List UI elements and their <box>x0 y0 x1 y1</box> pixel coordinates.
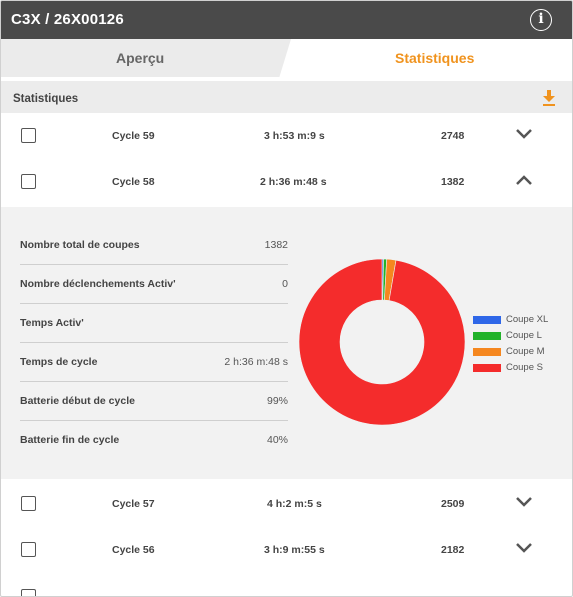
tab-bar: Aperçu Statistiques <box>1 39 572 77</box>
tab-apercu[interactable]: Aperçu <box>116 50 165 66</box>
page-title: C3X / 26X00126 <box>11 11 124 28</box>
cycle-name: Cycle 59 <box>112 130 155 142</box>
stat-row-temps-cycle: Temps de cycle 2 h:36 m:48 s <box>20 343 288 382</box>
cycle-count: 1382 <box>441 176 465 188</box>
title-bar: C3X / 26X00126 i <box>1 1 572 39</box>
donut-chart <box>299 259 465 425</box>
cycle-checkbox[interactable] <box>21 589 36 596</box>
chevron-up-icon[interactable] <box>515 173 533 187</box>
cycle-duration: 3 h:9 m:55 s <box>264 544 325 556</box>
stat-label: Batterie fin de cycle <box>20 434 120 446</box>
stat-value: 40% <box>266 434 288 446</box>
tab-statistiques[interactable]: Statistiques <box>395 50 475 66</box>
cycle-row[interactable]: Cycle 57 4 h:2 m:5 s 2509 <box>1 481 572 527</box>
legend-swatch <box>473 348 501 356</box>
legend-label: Coupe XL <box>506 314 549 325</box>
stat-label: Nombre déclenchements Activ' <box>20 278 176 290</box>
cycle-duration: 2 h:36 m:48 s <box>260 176 327 188</box>
cycle-duration: 3 h:53 m:9 s <box>264 130 325 142</box>
legend-swatch <box>473 364 501 372</box>
stat-value: 1382 <box>264 239 288 251</box>
cycle-detail-panel <box>1 207 572 479</box>
section-header: Statistiques <box>1 81 572 117</box>
stat-row-temps-activ: Temps Activ' <box>20 304 288 343</box>
stat-row-total-coupes: Nombre total de coupes 1382 <box>20 226 288 265</box>
stat-value: 0 <box>282 278 288 290</box>
stat-row-declenchements: Nombre déclenchements Activ' 0 <box>20 265 288 304</box>
legend-label: Coupe L <box>506 330 542 341</box>
legend-swatch <box>473 316 501 324</box>
donut-slice-coupe-s <box>299 259 465 425</box>
legend-label: Coupe S <box>506 362 543 373</box>
cycle-count: 2748 <box>441 130 465 142</box>
stat-label: Temps Activ' <box>20 317 84 329</box>
cycle-row[interactable]: Cycle 58 2 h:36 m:48 s 1382 <box>1 159 572 205</box>
legend-label: Coupe M <box>506 346 545 357</box>
stat-row-batterie-debut: Batterie début de cycle 99% <box>20 382 288 421</box>
stat-label: Temps de cycle <box>20 356 98 368</box>
cycle-checkbox[interactable] <box>21 496 36 511</box>
chevron-down-icon[interactable] <box>515 541 533 555</box>
cycle-name: Cycle 57 <box>112 498 155 510</box>
stat-value: 99% <box>266 395 288 407</box>
cycle-checkbox[interactable] <box>21 542 36 557</box>
download-icon[interactable] <box>542 90 556 106</box>
section-title: Statistiques <box>13 93 79 105</box>
cycle-checkbox[interactable] <box>21 174 36 189</box>
cycle-checkbox[interactable] <box>21 128 36 143</box>
stat-value: 2 h:36 m:48 s <box>224 356 288 368</box>
cycle-count: 2509 <box>441 498 465 510</box>
stat-label: Batterie début de cycle <box>20 395 135 407</box>
cycle-count: 2182 <box>441 544 465 556</box>
cycle-name: Cycle 56 <box>112 544 155 556</box>
cycle-row[interactable]: Cycle 59 3 h:53 m:9 s 2748 <box>1 113 572 159</box>
stat-row-batterie-fin: Batterie fin de cycle 40% <box>20 421 288 460</box>
legend-swatch <box>473 332 501 340</box>
cycle-row[interactable]: Cycle 56 3 h:9 m:55 s 2182 <box>1 527 572 573</box>
chevron-down-icon[interactable] <box>515 495 533 509</box>
stat-label: Nombre total de coupes <box>20 239 140 251</box>
cycle-duration: 4 h:2 m:5 s <box>267 498 322 510</box>
chevron-down-icon[interactable] <box>515 127 533 141</box>
cycle-name: Cycle 58 <box>112 176 155 188</box>
tab-apercu-bg[interactable] <box>1 39 291 77</box>
info-icon[interactable]: i <box>530 9 552 31</box>
